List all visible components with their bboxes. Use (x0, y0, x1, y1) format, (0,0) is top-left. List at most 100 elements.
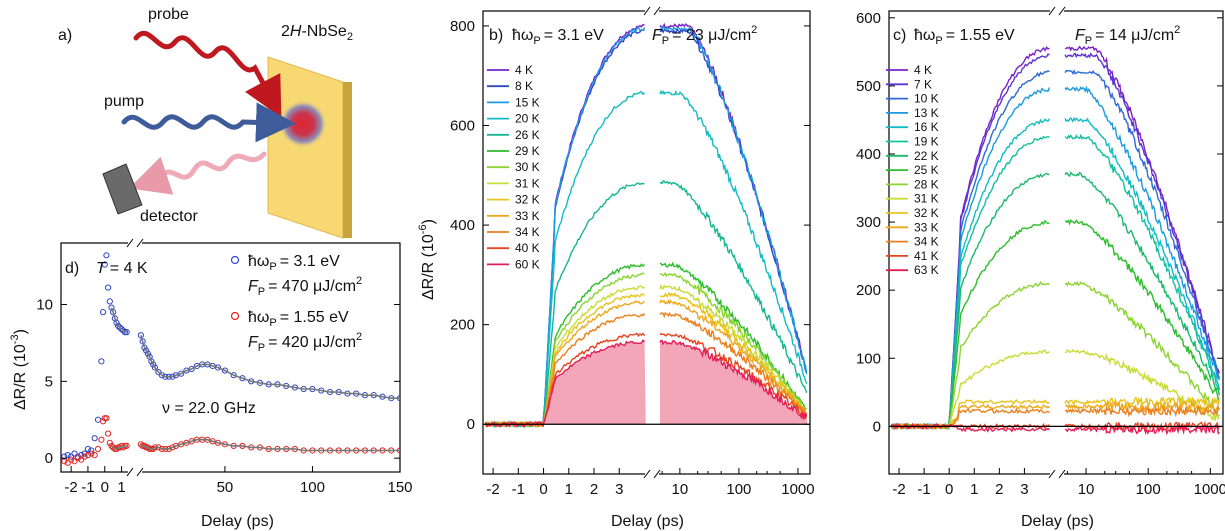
shaded-area (659, 340, 808, 425)
panel-d-frame (60, 242, 401, 473)
panel-a-label: a) (58, 27, 72, 44)
fit-curve (110, 307, 127, 333)
axis-break-mark (653, 469, 661, 479)
legend-label: 25 K (914, 163, 939, 177)
axis-break-gap (128, 468, 142, 476)
panel-b-fluence: FP = 23 μJ/cm2 (652, 24, 757, 47)
probe-label: probe (148, 6, 189, 23)
y-tick-label: 300 (856, 214, 881, 231)
series-line (1064, 133, 1220, 389)
data-point (98, 358, 105, 365)
data-point (101, 261, 108, 268)
fit-curve (140, 334, 400, 399)
axis-break-mark (1058, 469, 1066, 479)
legend-label: 29 K (515, 144, 540, 158)
legend-label: 4 K (914, 63, 932, 77)
data-point (78, 451, 85, 459)
legend-label: 8 K (515, 79, 533, 93)
pump-label: pump (104, 93, 144, 110)
series-line (1064, 52, 1221, 378)
data-point (74, 455, 81, 462)
x-tick-label: 3 (1020, 481, 1028, 498)
legend-marker-blue (230, 255, 240, 265)
legend-label: 4 K (515, 63, 533, 77)
data-point (143, 347, 150, 354)
series-line (1064, 45, 1221, 374)
y-tick-label: 500 (856, 78, 881, 95)
data-point (148, 358, 155, 365)
legend-label: 13 K (914, 106, 939, 120)
legend-label: 16 K (914, 120, 939, 134)
data-point (105, 284, 112, 291)
axis-break-mark (643, 469, 651, 479)
legend-label: 15 K (515, 95, 540, 109)
series-line (659, 292, 808, 417)
x-tick-label: -1 (917, 481, 930, 498)
panel-c-label: c) (893, 27, 906, 44)
x-tick-label: 10 (1078, 481, 1095, 498)
legend-label: 20 K (515, 112, 540, 126)
y-tick-label: 200 (856, 282, 881, 299)
series-line (1064, 405, 1221, 418)
y-tick-label: 200 (450, 317, 475, 334)
y-tick-label: 5 (45, 373, 53, 390)
axis-break-mark (653, 6, 661, 16)
x-tick-label: 150 (387, 479, 412, 496)
panel-c-photon-energy: ħωP = 1.55 eV (914, 27, 1015, 47)
x-tick-label: 100 (1136, 481, 1161, 498)
legend-label: 30 K (515, 160, 540, 174)
series-line (659, 180, 808, 394)
y-tick-label: 0 (467, 416, 475, 433)
data-point (94, 416, 102, 423)
axis-break-gap (645, 7, 659, 15)
y-tick-label: 100 (856, 350, 881, 367)
x-tick-label: 3 (615, 481, 623, 498)
legend-label: 34 K (914, 235, 939, 249)
data-point (81, 450, 88, 457)
y-tick-label: 0 (873, 418, 881, 435)
data-point (91, 435, 98, 442)
y-tick-label: 10 (36, 296, 53, 313)
y-tick-label: 400 (450, 217, 475, 234)
x-tick-label: 100 (726, 481, 751, 498)
fit-curve (110, 444, 127, 450)
data-point (116, 324, 124, 331)
data-point (81, 453, 88, 460)
data-point (150, 361, 157, 368)
y-tick-label: 800 (450, 18, 475, 35)
data-point (78, 456, 85, 463)
data-point (115, 322, 122, 330)
x-tick-label: 10 (672, 481, 689, 498)
y-tick-label: 400 (856, 146, 881, 163)
series-line (659, 25, 808, 375)
data-point (144, 350, 151, 357)
x-tick-label: 1000 (1194, 481, 1225, 498)
data-point (67, 456, 75, 463)
series-line (659, 332, 808, 420)
x-tick-label: 1 (565, 481, 573, 498)
legend-blue-fluence: FP = 470 μJ/cm2 (248, 275, 362, 298)
data-point (151, 364, 158, 371)
series-line (659, 298, 807, 419)
data-point (67, 453, 75, 460)
panel-c-fluence: FP = 14 μJ/cm2 (1075, 24, 1180, 47)
data-point (106, 439, 113, 446)
data-point (99, 309, 107, 316)
legend-label: 32 K (515, 193, 540, 207)
x-tick-label: -2 (64, 479, 77, 496)
x-tick-label: 1 (970, 481, 978, 498)
pump-beam (121, 102, 296, 143)
series-line (890, 349, 1050, 430)
x-tick-label: 2 (590, 481, 598, 498)
series-line (485, 339, 646, 428)
x-tick-label: 1000 (781, 481, 814, 498)
panel-b-xlabel: Delay (ps) (611, 513, 684, 530)
axis-break-mark (1048, 6, 1056, 16)
data-point (113, 319, 120, 327)
data-point (88, 447, 95, 454)
axis-break-mark (126, 467, 134, 477)
data-point (158, 372, 165, 379)
data-point (120, 327, 127, 334)
axis-break-mark (643, 6, 651, 16)
